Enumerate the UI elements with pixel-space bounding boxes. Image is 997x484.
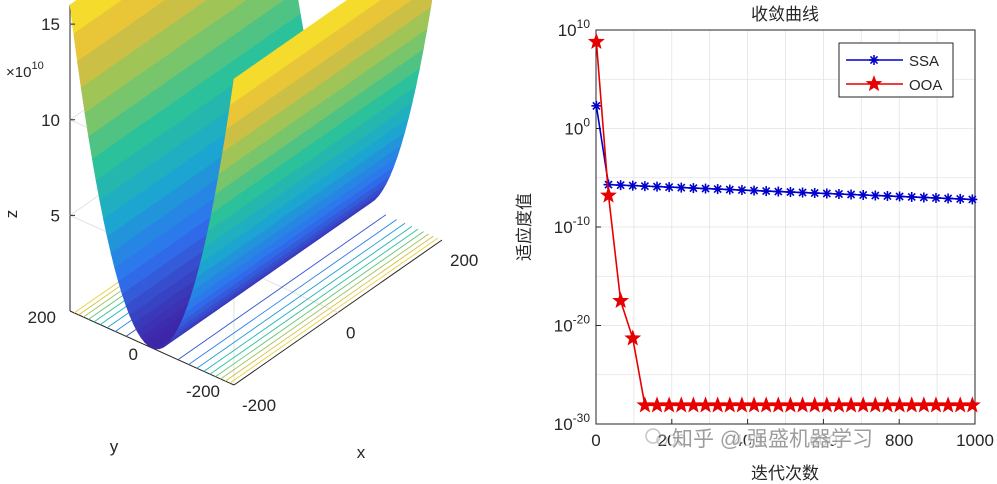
data-point-ooa [587,32,605,49]
watermark-logo-icon [645,428,668,446]
data-point-ssa [761,186,772,197]
surface-tick-labels: 5 10 15 -200 0 200 -200 0 200 [28,15,479,415]
contour-line [188,219,397,365]
data-point-ssa [603,179,614,190]
surface-patch [377,0,381,3]
z-axis-label: z [2,210,21,219]
series-ssa [591,100,978,205]
y-tick-label: 1010 [558,17,591,40]
data-point-ssa [809,188,820,199]
watermark-text: 知乎 @ 强盛机器学习 [672,428,873,451]
y-axis-label: y [110,437,119,456]
z-tick-label: 15 [41,15,60,34]
data-point-ssa [712,184,723,195]
data-point-ssa [930,192,941,203]
data-point-ssa [955,193,966,204]
data-point-ssa [591,100,602,111]
data-point-ssa [688,183,699,194]
surface-patch [368,0,379,9]
legend: SSA OOA [838,42,954,98]
legend-label-ssa: SSA [909,53,939,70]
contour-line [196,222,406,369]
surface-patch [408,0,412,3]
legend-entry-ooa: OOA [846,75,942,94]
data-point-ssa [639,181,650,192]
data-point-ooa [600,186,617,203]
data-point-ssa [833,189,844,200]
convergence-x-label: 迭代次数 [751,464,819,483]
data-point-ooa [624,329,642,346]
convergence-title: 收敛曲线 [751,5,819,24]
watermark: 知乎 @ 强盛机器学习 知乎 @ 强盛机器学习 [645,426,875,453]
x-tick-label: 400 [733,431,761,450]
contour-line [203,226,413,372]
x-axis-label: x [357,443,366,462]
data-point-ssa [906,191,917,202]
data-point-ssa [882,190,893,201]
contour-line [229,237,439,384]
legend-box [838,42,954,98]
x-tick-label: 0 [591,431,600,450]
legend-marker-ssa [869,55,879,65]
y-tick-label: 10-30 [554,411,591,434]
contour-line [225,235,434,382]
watermark-halo: 知乎 @ 强盛机器学习 [672,428,873,451]
contour-line [220,233,429,380]
data-point-ssa [918,192,929,203]
data-point-ssa [846,189,857,200]
legend-entry-ssa: SSA [846,53,939,70]
contour-line [177,214,387,361]
data-point-ssa [943,193,954,204]
data-point-ssa [858,189,869,200]
data-point-ooa [612,292,630,309]
y-tick-label: 200 [28,308,56,327]
x-tick-label: 600 [809,431,837,450]
data-point-ssa [821,188,832,199]
legend-marker-ooa [865,75,883,92]
data-point-ssa [736,185,747,196]
x-tick-label: 0 [346,324,355,343]
z-tick-label: 5 [51,206,60,225]
surface-patch [399,0,410,9]
z-tick-label: 10 [41,111,60,130]
y-tick-label: 10-10 [554,214,591,237]
contour-line [209,228,419,375]
data-point-ssa [627,180,638,191]
data-point-ssa [773,186,784,197]
y-tick-labels: 1010 100 10-10 10-20 10-30 [554,17,601,434]
x-tick-label: 200 [450,251,478,270]
data-point-ssa [652,181,663,192]
series-ooa [587,32,981,413]
z-exponent-label: ×1010 [6,60,44,81]
x-tick-label: -200 [242,396,276,415]
legend-label-ooa: OOA [909,77,942,94]
data-point-ssa [797,187,808,198]
data-point-ssa [664,182,675,193]
y-tick-label: 100 [564,116,590,139]
data-point-ssa [700,183,711,194]
data-point-ssa [870,190,881,201]
y-tick-label: 10-20 [554,313,591,336]
contour-line [215,231,424,378]
y-tick-label: 0 [129,345,138,364]
x-tick-label: 1000 [956,431,994,450]
surface-mesh [69,0,433,350]
data-point-ooa [963,396,981,413]
data-point-ssa [785,187,796,198]
x-tick-label: 800 [885,431,913,450]
convergence-y-label: 适应度值 [515,193,534,261]
surface-patch [229,72,244,106]
data-point-ssa [749,185,760,196]
data-point-ssa [615,180,626,191]
convergence-series [587,32,981,413]
data-point-ssa [967,194,978,205]
data-point-ssa [676,182,687,193]
y-tick-label: -200 [186,382,220,401]
data-point-ssa [894,191,905,202]
data-point-ssa [724,184,735,195]
